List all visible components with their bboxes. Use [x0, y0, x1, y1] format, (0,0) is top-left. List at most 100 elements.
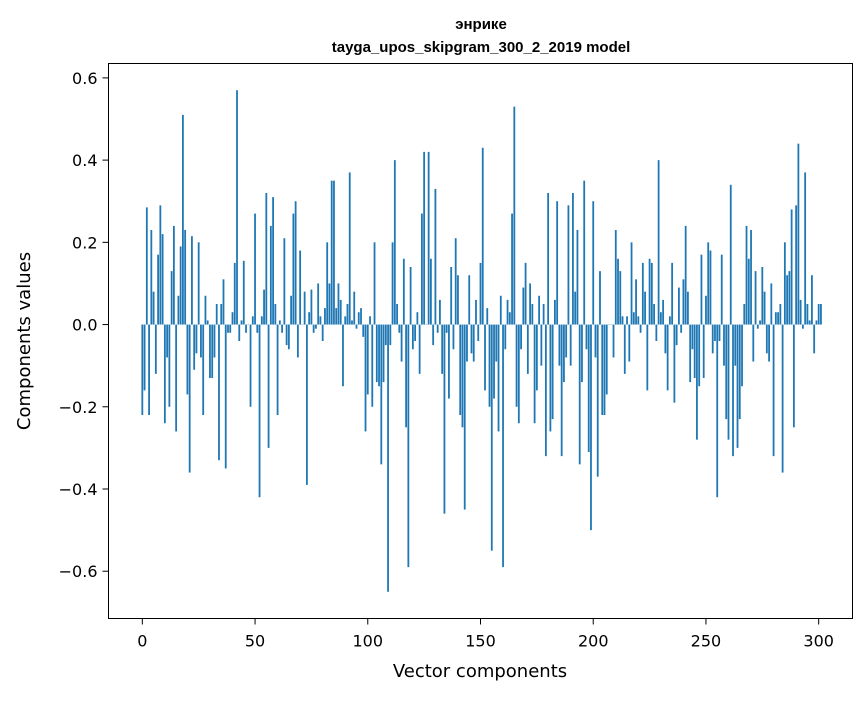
- bar: [543, 304, 545, 325]
- bar: [398, 325, 400, 333]
- bar: [326, 242, 328, 324]
- bar: [455, 238, 457, 324]
- bar: [646, 325, 648, 391]
- bar: [613, 325, 615, 358]
- bar: [446, 325, 448, 333]
- bar: [669, 316, 671, 324]
- bar: [701, 255, 703, 325]
- bar: [207, 320, 209, 324]
- bar: [719, 325, 721, 341]
- bar: [698, 325, 700, 387]
- bar: [383, 325, 385, 383]
- bar: [500, 296, 502, 325]
- bar: [153, 292, 155, 325]
- bar: [676, 325, 678, 346]
- bar: [628, 325, 630, 362]
- bar: [412, 325, 414, 350]
- bar: [168, 325, 170, 407]
- bar: [597, 325, 599, 477]
- bar: [642, 263, 644, 325]
- bar: [809, 320, 811, 324]
- bar: [615, 230, 617, 325]
- bar: [256, 325, 258, 333]
- bar: [245, 325, 247, 333]
- bar: [482, 148, 484, 325]
- bar: [685, 226, 687, 325]
- bar: [807, 304, 809, 325]
- bar: [579, 325, 581, 465]
- bar: [556, 201, 558, 324]
- bar: [577, 230, 579, 325]
- bar: [552, 325, 554, 420]
- bar: [721, 255, 723, 325]
- bar: [200, 325, 202, 358]
- bar: [570, 325, 572, 366]
- bar: [534, 325, 536, 424]
- chart-title-line1: энрике: [455, 16, 507, 33]
- bar: [658, 160, 660, 324]
- bar: [141, 325, 143, 415]
- bar: [759, 320, 761, 324]
- bar: [653, 304, 655, 325]
- bar: [189, 325, 191, 473]
- bar: [216, 304, 218, 325]
- bar: [739, 325, 741, 420]
- bar: [588, 325, 590, 452]
- bar: [173, 226, 175, 325]
- bar: [229, 325, 231, 333]
- bar: [414, 325, 416, 341]
- bar: [155, 325, 157, 374]
- bar: [475, 300, 477, 325]
- bar: [705, 296, 707, 325]
- bar: [146, 207, 148, 324]
- bar: [243, 261, 245, 325]
- y-tick-label: 0.4: [72, 151, 97, 170]
- bar: [279, 320, 281, 324]
- bar: [464, 325, 466, 510]
- bar: [468, 275, 470, 324]
- bar: [241, 320, 243, 324]
- bar: [220, 304, 222, 325]
- bar: [565, 325, 567, 358]
- bar: [254, 214, 256, 325]
- bar: [466, 325, 468, 362]
- bar: [813, 325, 815, 354]
- bar: [232, 312, 234, 324]
- bar: [306, 325, 308, 485]
- bar: [428, 152, 430, 325]
- bar: [549, 325, 551, 432]
- bar: [252, 316, 254, 324]
- bar: [187, 325, 189, 395]
- bar: [800, 300, 802, 325]
- bar: [437, 325, 439, 333]
- bar: [766, 325, 768, 354]
- bar: [297, 325, 299, 358]
- bar: [313, 325, 315, 333]
- bar: [581, 325, 583, 383]
- bar: [376, 325, 378, 383]
- bar: [459, 325, 461, 415]
- bar: [802, 325, 804, 329]
- bar: [407, 325, 409, 568]
- bar: [211, 325, 213, 378]
- bar: [687, 292, 689, 325]
- bar: [214, 325, 216, 358]
- bar: [274, 304, 276, 325]
- bar: [561, 325, 563, 457]
- bar: [281, 325, 283, 333]
- bar: [317, 283, 319, 324]
- bar: [157, 255, 159, 325]
- bar: [164, 325, 166, 424]
- bar: [604, 325, 606, 415]
- bar: [430, 259, 432, 325]
- bar: [180, 246, 182, 324]
- bar: [261, 316, 263, 324]
- bar: [480, 263, 482, 325]
- bar: [385, 325, 387, 346]
- bar: [333, 181, 335, 325]
- bar: [335, 308, 337, 324]
- bar: [788, 271, 790, 324]
- bar: [405, 325, 407, 428]
- bar: [338, 283, 340, 324]
- bar: [572, 193, 574, 325]
